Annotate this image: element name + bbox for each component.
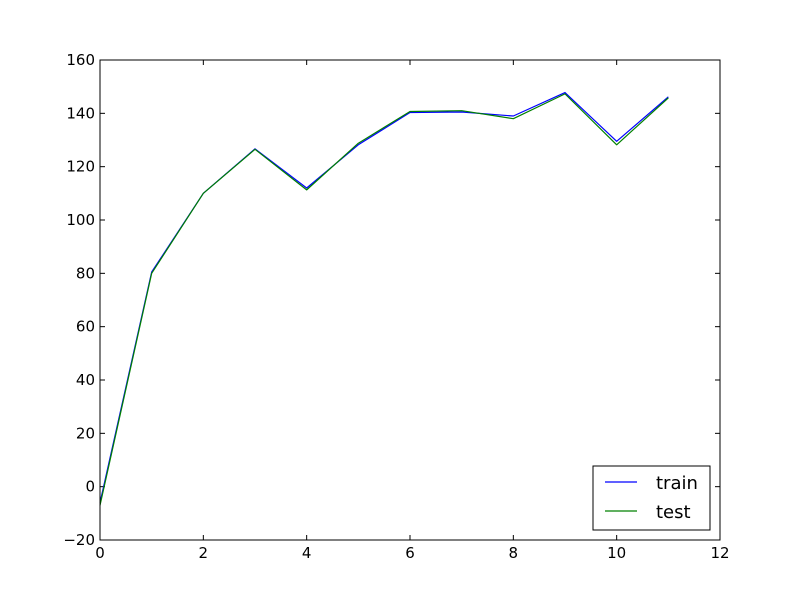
plot-frame (99, 59, 721, 541)
x-tick-label: 10 (607, 544, 626, 562)
y-tick-label: 140 (66, 104, 95, 122)
y-tick-label: 0 (85, 478, 95, 496)
legend-box (592, 465, 711, 531)
y-tick-label: −20 (63, 531, 95, 549)
x-tick-label: 12 (710, 544, 729, 562)
x-tick-label: 0 (95, 544, 105, 562)
x-tick-label: 4 (302, 544, 312, 562)
legend-label-train: train (656, 473, 698, 494)
plot-area (100, 60, 720, 540)
series-layer (99, 91, 669, 506)
series-line-test (99, 93, 669, 506)
legend-label-test: test (656, 502, 691, 523)
y-tick-label: 40 (76, 371, 95, 389)
y-tick-label: 100 (66, 211, 95, 229)
y-tick-label: 60 (76, 318, 95, 336)
y-tick-label: 160 (66, 51, 95, 69)
x-tick-label: 8 (509, 544, 519, 562)
legend: train test (592, 465, 711, 531)
x-tick-label: 6 (405, 544, 415, 562)
y-tick-label: 20 (76, 424, 95, 442)
x-tick-label: 2 (199, 544, 209, 562)
y-tick-label: 120 (66, 158, 95, 176)
y-tick-label: 80 (76, 264, 95, 282)
